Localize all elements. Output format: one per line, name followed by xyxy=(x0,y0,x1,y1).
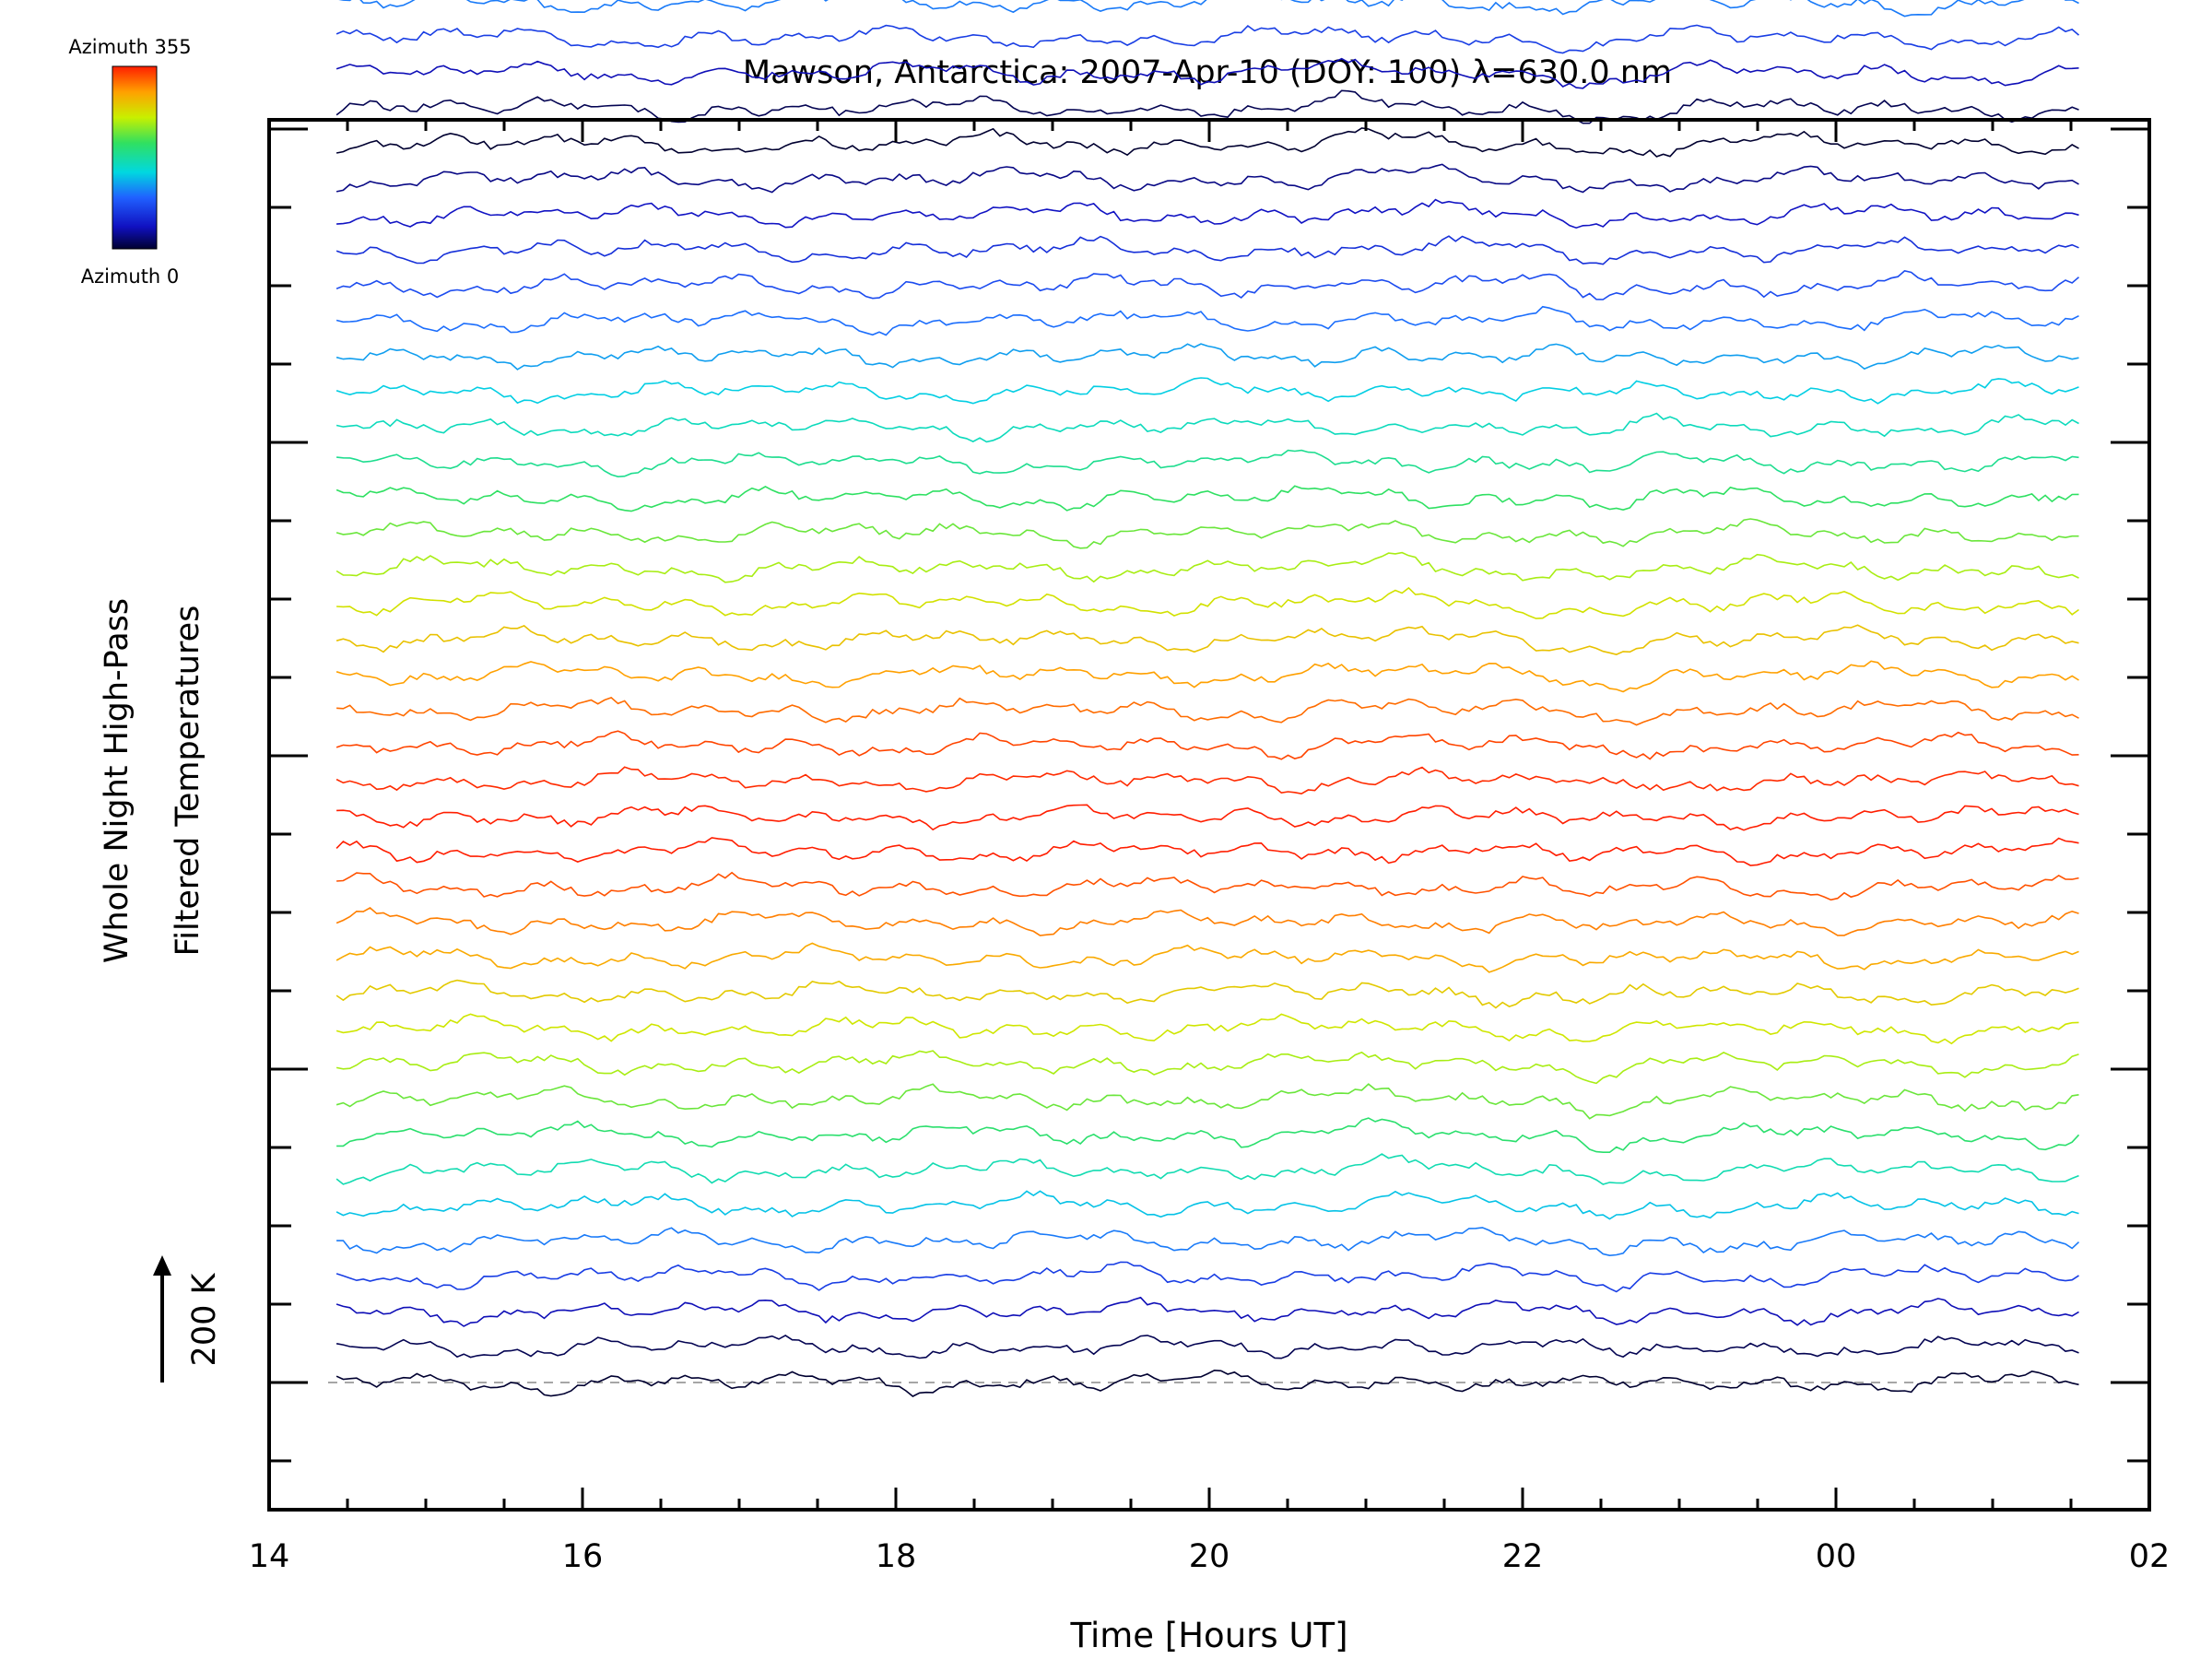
x-axis-label: Time [Hours UT] xyxy=(1069,1616,1347,1655)
series-line xyxy=(335,1334,2079,1359)
chart-title: Mawson, Antarctica: 2007-Apr-10 (DOY: 10… xyxy=(743,54,1672,91)
series-line xyxy=(336,804,2079,831)
colorbar-gradient xyxy=(112,65,158,250)
series-line xyxy=(335,1013,2079,1045)
x-tick-label: 14 xyxy=(249,1538,290,1575)
y-axis-label-line2: Filtered Temperatures xyxy=(170,606,206,957)
series-line xyxy=(335,660,2079,693)
colorbar-top-label: Azimuth 355 xyxy=(68,36,191,58)
series-line xyxy=(336,1117,2080,1153)
series-line xyxy=(335,1153,2079,1185)
x-tick-label: 00 xyxy=(1816,1538,1857,1575)
series-line xyxy=(336,586,2079,619)
series-line xyxy=(335,766,2079,795)
series-line xyxy=(335,412,2079,443)
x-tick-labels: 14 16 18 20 22 00 02 xyxy=(249,1538,2171,1575)
series-line xyxy=(335,1369,2079,1397)
series-line xyxy=(335,942,2079,973)
scale-bar: 200 K xyxy=(153,1255,223,1382)
series-line xyxy=(335,235,2079,265)
series-line xyxy=(335,837,2079,866)
series-line xyxy=(335,1083,2079,1120)
colorbar: Azimuth 355 Azimuth 0 xyxy=(68,36,191,288)
series-line xyxy=(335,1050,2079,1085)
axis-ticks xyxy=(267,120,2151,1510)
series-line xyxy=(336,449,2079,478)
series-line xyxy=(335,377,2079,405)
series-line xyxy=(336,1227,2080,1257)
series-line xyxy=(335,305,2079,336)
series-line xyxy=(336,871,2079,901)
series-line xyxy=(335,551,2079,583)
series-line xyxy=(336,198,2079,229)
x-tick-label: 16 xyxy=(562,1538,604,1575)
series-line xyxy=(335,57,2079,89)
series-line xyxy=(335,127,2079,158)
series-group xyxy=(335,0,2080,1397)
series-line xyxy=(335,1261,2079,1293)
series-line xyxy=(335,979,2079,1009)
x-tick-label: 22 xyxy=(1502,1538,1544,1575)
series-line xyxy=(336,696,2079,726)
series-line xyxy=(335,1190,2079,1220)
x-tick-label: 18 xyxy=(876,1538,917,1575)
series-line xyxy=(335,89,2079,124)
series-line xyxy=(335,270,2080,300)
series-line xyxy=(338,0,2079,18)
colorbar-bottom-label: Azimuth 0 xyxy=(81,265,180,288)
series-line xyxy=(335,485,2079,512)
y-axis-label-line1: Whole Night High-Pass xyxy=(99,598,135,963)
series-line xyxy=(335,624,2079,655)
series-line xyxy=(335,907,2079,936)
series-line xyxy=(335,518,2079,549)
series-line xyxy=(335,1296,2079,1327)
series-line xyxy=(335,730,2079,760)
series-line xyxy=(335,24,2080,54)
x-tick-label: 20 xyxy=(1189,1538,1230,1575)
series-line xyxy=(335,163,2079,194)
series-line xyxy=(335,343,2079,371)
plot-frame xyxy=(267,118,2151,1512)
y-axis-label: Whole Night High-Pass Filtered Temperatu… xyxy=(99,598,206,963)
scale-bar-label: 200 K xyxy=(186,1273,223,1367)
x-tick-label: 02 xyxy=(2129,1538,2171,1575)
scale-bar-arrowhead xyxy=(153,1255,171,1276)
